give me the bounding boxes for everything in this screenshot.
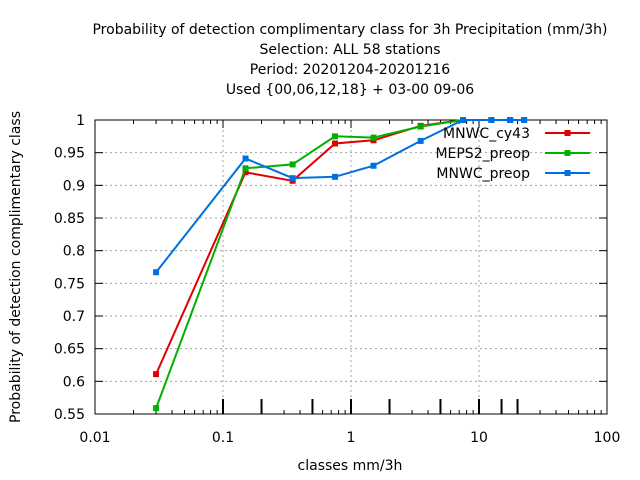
data-point-MNWC_cy43 <box>332 140 339 147</box>
series-line-MEPS2_preop <box>155 119 525 409</box>
data-point-MEPS2_preop <box>242 165 249 172</box>
y-tick-label: 0.55 <box>54 407 85 423</box>
y-tick-label: 0.9 <box>63 178 85 194</box>
x-tick-label: 0.1 <box>212 430 234 446</box>
title-line-3: Period: 20201204-20201216 <box>250 62 450 78</box>
x-tick-label: 0.01 <box>79 430 110 446</box>
grid <box>95 120 607 414</box>
y-tick-label: 0.65 <box>54 342 85 358</box>
data-point-MEPS2_preop <box>332 133 339 140</box>
legend: MNWC_cy43 MEPS2_preop MNWC_preop <box>435 126 590 182</box>
y-tick-label: 1 <box>76 113 85 129</box>
x-tick-label: 10 <box>470 430 488 446</box>
data-point-MEPS2_preop <box>370 134 377 141</box>
legend-label-MNWC_preop: MNWC_preop <box>436 166 530 182</box>
data-point-MNWC_preop <box>153 269 160 276</box>
legend-label-MNWC_cy43: MNWC_cy43 <box>443 126 530 142</box>
y-tick-label: 0.8 <box>63 244 85 260</box>
data-point-MNWC_preop <box>507 117 514 123</box>
data-point-MNWC_cy43 <box>242 169 249 176</box>
plot-frame <box>94 119 608 415</box>
data-point-MNWC_preop <box>370 162 377 169</box>
x-tick-label: 100 <box>594 430 621 446</box>
data-point-MNWC_preop <box>289 175 296 182</box>
title-line-4: Used {00,06,12,18} + 03-00 09-06 <box>226 82 474 98</box>
data-point-MEPS2_preop <box>289 161 296 168</box>
axes: 0.55 0.6 0.65 0.7 0.75 0.8 0.85 0.9 0.95 1 0.01 0.1… <box>54 113 621 446</box>
data-point-MNWC_preop <box>417 137 424 144</box>
data-point-MNWC_cy43 <box>153 371 160 378</box>
y-tick-label: 0.75 <box>54 276 85 292</box>
y-axis-label: Probability of detection complimentary c… <box>8 111 24 423</box>
legend-marker-MNWC_preop <box>564 170 571 176</box>
legend-label-MEPS2_preop: MEPS2_preop <box>435 146 530 162</box>
y-tick-label: 0.95 <box>54 146 85 162</box>
title-line-1: Probability of detection complimentary c… <box>92 22 607 38</box>
legend-marker-MNWC_cy43 <box>564 130 571 136</box>
data-point-MNWC_preop <box>242 155 249 162</box>
series-line-MNWC_preop <box>155 119 525 273</box>
data-point-MEPS2_preop <box>417 123 424 130</box>
y-tick-label: 0.6 <box>63 374 85 390</box>
data-point-MNWC_preop <box>460 117 467 123</box>
data-point-MEPS2_preop <box>153 405 160 412</box>
y-tick-label: 0.7 <box>63 309 85 325</box>
title-line-2: Selection: ALL 58 stations <box>259 42 440 58</box>
x-tick-label: 1 <box>347 430 356 446</box>
data-point-MNWC_preop <box>488 117 495 123</box>
chart-title: Probability of detection complimentary c… <box>92 22 607 98</box>
series-group <box>153 117 528 412</box>
data-point-MNWC_preop <box>521 117 528 123</box>
legend-marker-MEPS2_preop <box>564 150 571 156</box>
x-axis-label: classes mm/3h <box>298 458 403 474</box>
data-point-MNWC_preop <box>332 173 339 180</box>
y-tick-label: 0.85 <box>54 211 85 227</box>
